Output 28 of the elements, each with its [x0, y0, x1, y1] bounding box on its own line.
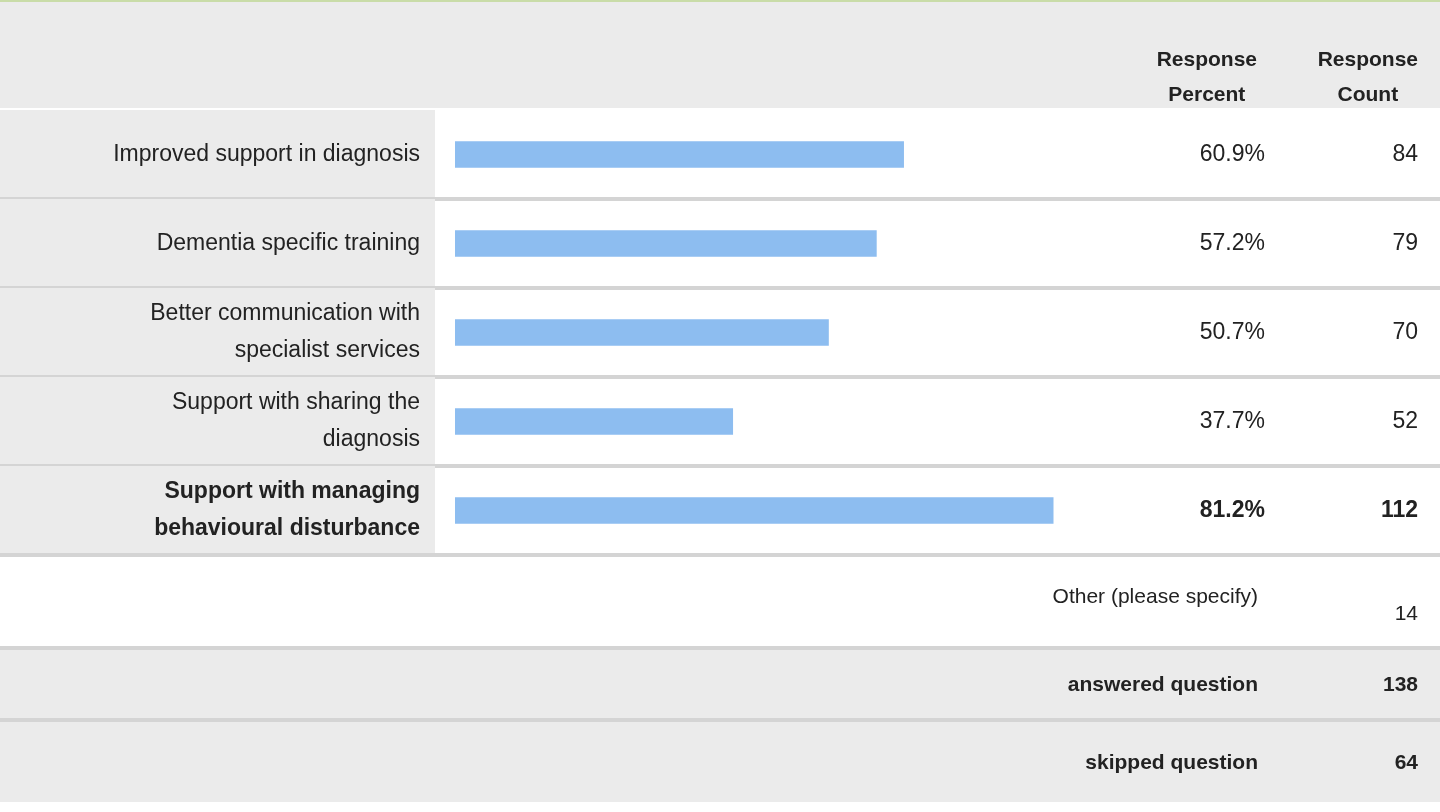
data-label: 60.9%: [1199, 139, 1265, 166]
data-label: 37.7%: [1199, 406, 1265, 433]
text: answered question: [1067, 671, 1258, 695]
text: 84: [1392, 139, 1419, 166]
text: 138: [1382, 671, 1419, 695]
data-label: 50.7%: [1199, 317, 1265, 344]
text: 14: [1394, 600, 1419, 624]
bar: [455, 319, 829, 346]
text: Response Percent: [1156, 47, 1257, 106]
y-tick-label: Better communication with specialist services: [150, 299, 420, 363]
bar: [455, 141, 904, 168]
text: 79: [1392, 228, 1418, 255]
y-tick-label: Support with sharing the diagnosis: [171, 388, 420, 452]
text: Response Count: [1317, 47, 1418, 106]
y-tick-label: Support with managing behavioural disturbance: [154, 477, 420, 541]
y-tick-label: Dementia specific training: [156, 228, 420, 255]
data-label: 57.2%: [1199, 228, 1265, 255]
text: 52: [1392, 406, 1418, 433]
text: Other (please specify): [1052, 583, 1258, 607]
text: 70: [1392, 317, 1418, 344]
text: 64: [1394, 749, 1419, 773]
bar: [455, 408, 734, 435]
text: 112: [1380, 495, 1418, 522]
y-tick-label: Improved support in diagnosis: [113, 139, 420, 166]
text: skipped question: [1085, 749, 1258, 773]
data-label: 81.2%: [1199, 495, 1265, 522]
bar: [455, 497, 1054, 524]
bar: [455, 230, 877, 257]
